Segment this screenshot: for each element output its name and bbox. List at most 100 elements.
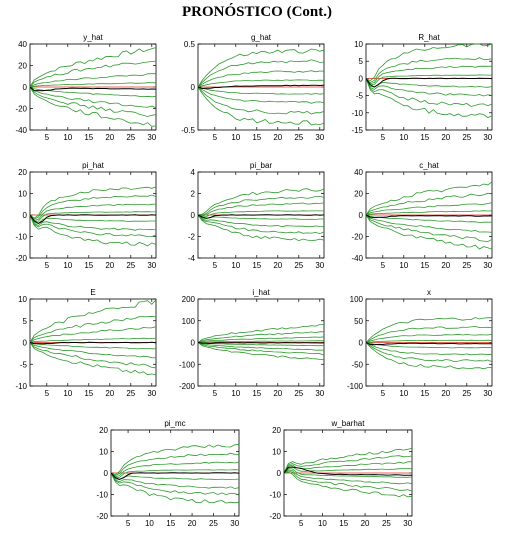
series-band-3	[197, 70, 325, 88]
x-tick-label: 30	[315, 389, 324, 398]
x-tick-label: 15	[252, 389, 261, 398]
chart-title: R_hat	[418, 33, 440, 42]
series-band-7	[365, 214, 493, 243]
x-tick-label: 20	[273, 133, 282, 142]
x-tick-label: 10	[231, 133, 240, 142]
chart-title: g_hat	[251, 33, 272, 42]
y-tick-label: 4	[191, 168, 196, 177]
y-tick-label: -15	[351, 126, 363, 135]
x-tick-label: 5	[213, 389, 218, 398]
x-tick-label: 30	[230, 519, 239, 528]
x-tick-label: 25	[126, 261, 135, 270]
y-tick-label: -10	[269, 491, 281, 500]
series-band-6	[110, 472, 240, 489]
x-tick-label: 15	[84, 133, 93, 142]
series-band-5	[283, 468, 413, 478]
series-band-6	[29, 342, 157, 359]
series-mean-forecast	[197, 84, 325, 90]
series-band-3	[197, 202, 325, 217]
x-tick-label: 25	[126, 389, 135, 398]
y-tick-label: 0	[23, 339, 28, 348]
y-tick-label: -10	[15, 233, 27, 242]
y-tick-label: -40	[351, 254, 363, 263]
plot-frame	[365, 43, 493, 131]
y-tick-label: 20	[354, 190, 363, 199]
x-tick-label: 30	[315, 261, 324, 270]
y-tick-label: 2	[191, 190, 196, 199]
y-tick-label: 5	[23, 317, 28, 326]
x-tick-label: 25	[462, 389, 471, 398]
series-band-1	[29, 186, 157, 219]
y-tick-label: -100	[179, 360, 196, 369]
x-tick-label: 25	[294, 389, 303, 398]
series-band-2	[365, 326, 493, 343]
y-tick-label: 50	[354, 317, 363, 326]
x-tick-label: 15	[420, 261, 429, 270]
series-band-6	[365, 214, 493, 233]
x-tick-label: 5	[45, 261, 50, 270]
x-tick-label: 5	[126, 519, 131, 528]
y-tick-label: -20	[351, 233, 363, 242]
chart-title: E	[90, 288, 95, 297]
x-tick-label: 20	[441, 389, 450, 398]
series-band-4	[110, 469, 240, 479]
series-band-7	[365, 342, 493, 363]
series-mean-forecast	[365, 342, 492, 346]
x-tick-label: 15	[252, 133, 261, 142]
x-tick-label: 25	[462, 133, 471, 142]
series-mean-forecast	[365, 214, 493, 219]
x-tick-label: 25	[126, 133, 135, 142]
series-band-2	[365, 57, 493, 84]
y-tick-label: 40	[18, 40, 27, 49]
series-band-2	[29, 315, 157, 343]
y-tick-label: 100	[182, 317, 196, 326]
series-band-5	[29, 214, 156, 224]
series-mean-forecast	[365, 77, 493, 88]
figure-title: PRONÓSTICO (Cont.)	[181, 4, 332, 20]
series-band-3	[283, 461, 413, 474]
series-band-1	[29, 47, 157, 88]
series-band-5	[197, 342, 325, 347]
series-band-6	[365, 78, 493, 97]
y-tick-label: 0	[191, 339, 196, 348]
x-tick-label: 10	[318, 519, 327, 528]
y-tick-label: 200	[182, 295, 196, 304]
x-tick-label: 30	[315, 133, 324, 142]
x-tick-label: 10	[231, 261, 240, 270]
chart-title: pi_hat	[82, 161, 105, 170]
y-tick-label: 0	[191, 83, 196, 92]
series-band-4	[29, 337, 157, 343]
chart-panel-pi_bar: pi_bar -4 -2 0 2 4 5 10 15 20 25 30	[188, 161, 325, 270]
series-band-8	[365, 78, 493, 118]
x-tick-label: 25	[382, 519, 391, 528]
x-tick-label: 10	[63, 261, 72, 270]
y-tick-label: 10	[18, 295, 27, 304]
series-band-2	[29, 60, 157, 88]
series-band-4	[29, 211, 156, 222]
series-band-6	[29, 214, 157, 231]
series-band-8	[29, 342, 157, 376]
chart-panel-pi_hat: pi_hat -20 -10 0 10 20 5 10 15 20 25 30	[15, 161, 156, 270]
series-band-3	[197, 336, 325, 343]
chart-title: y_hat	[83, 33, 103, 42]
series-band-6	[365, 342, 493, 356]
series-band-2	[365, 192, 493, 216]
chart-title: w_barhat	[331, 419, 366, 428]
series-band-1	[197, 324, 324, 343]
series-band-8	[29, 214, 157, 247]
y-tick-label: 0	[191, 211, 196, 220]
series-band-1	[365, 43, 493, 82]
y-tick-label: -10	[351, 109, 363, 118]
series-band-4	[197, 210, 324, 218]
chart-panel-R_hat: R_hat -15 -10 -5 0 5 10 5 10 15 20 25 30	[351, 33, 492, 142]
y-tick-label: 20	[99, 426, 108, 435]
y-tick-label: 40	[354, 168, 363, 177]
y-tick-label: -200	[179, 382, 196, 391]
y-tick-label: 20	[18, 62, 27, 71]
x-tick-label: 30	[147, 389, 156, 398]
x-tick-label: 15	[166, 519, 175, 528]
series-band-8	[197, 214, 325, 242]
x-tick-label: 15	[84, 261, 93, 270]
series-band-5	[29, 86, 157, 98]
